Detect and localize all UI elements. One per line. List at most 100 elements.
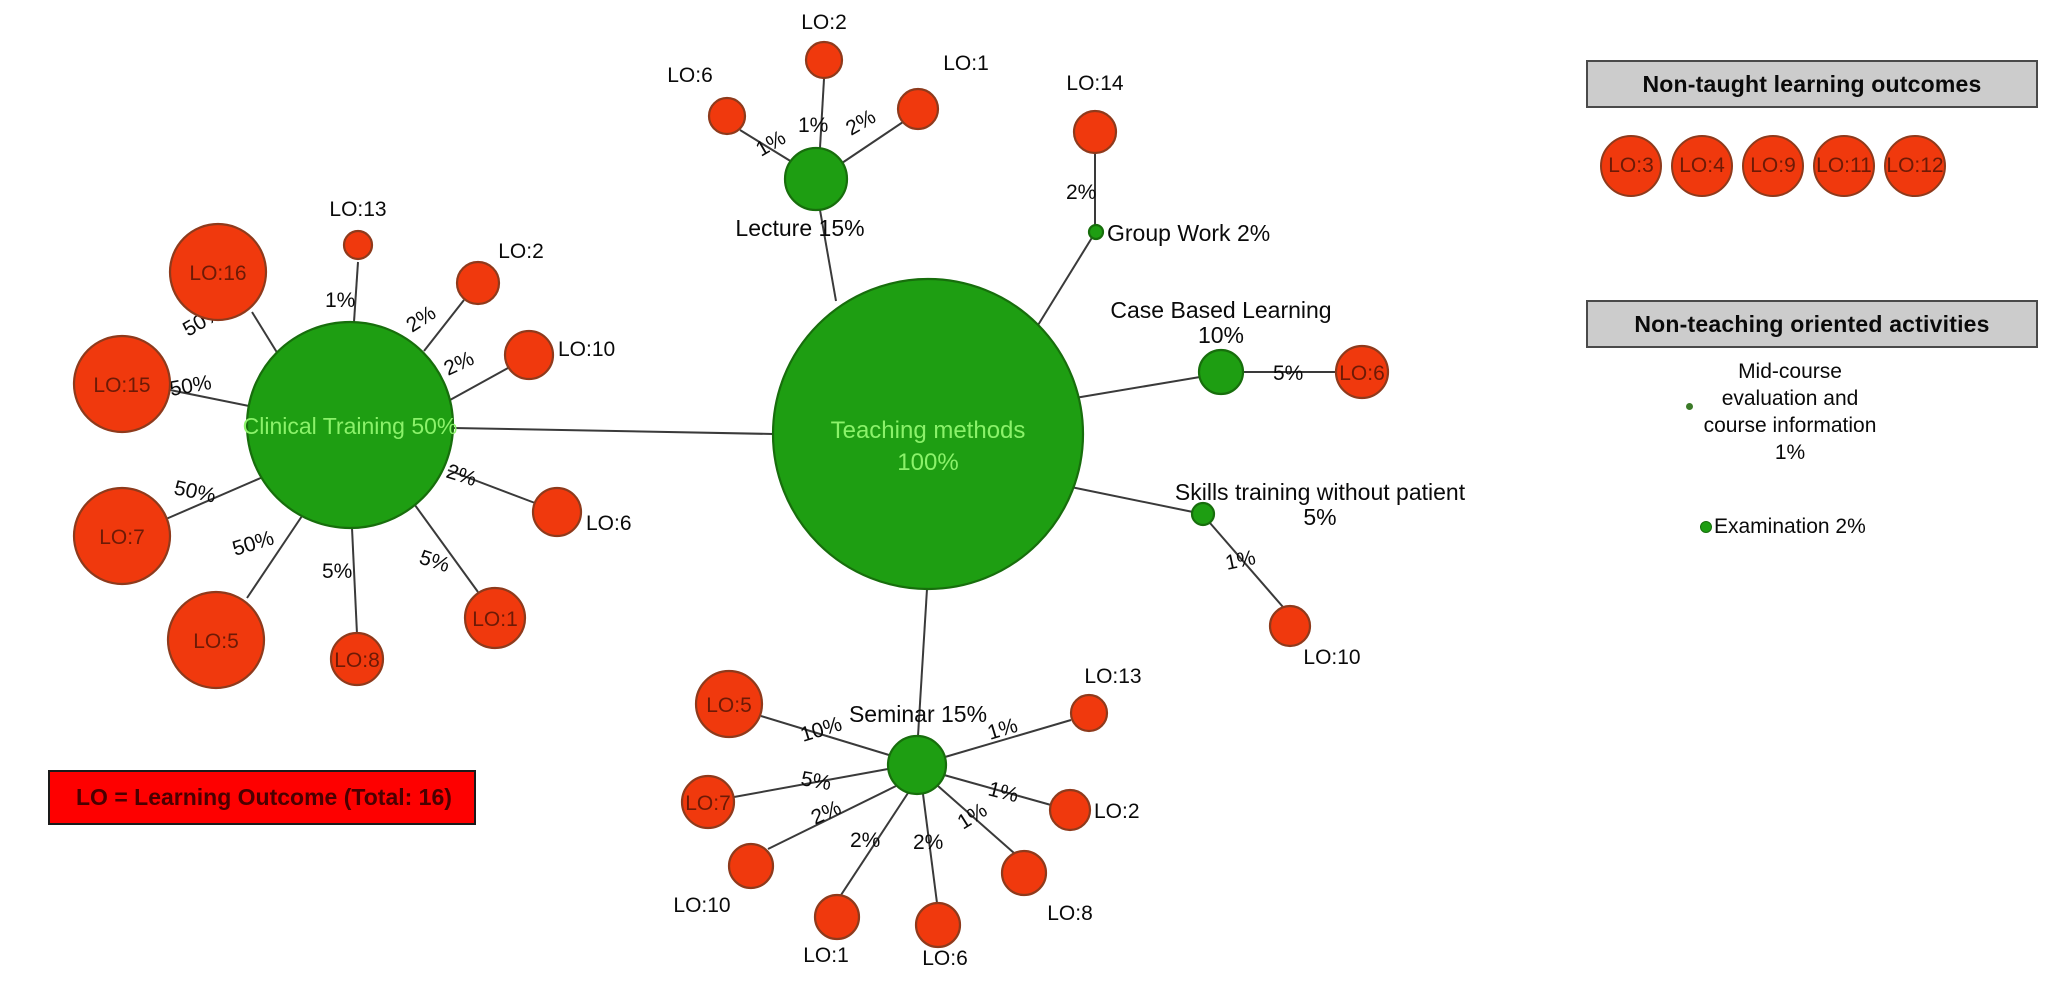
node-lo2-seminar[interactable]	[1048, 788, 1092, 832]
chip-lo11[interactable]: LO:11	[1813, 135, 1875, 197]
node-lo6-seminar[interactable]	[914, 901, 962, 949]
edge-label-seminar-lo5: 10%	[798, 712, 845, 746]
node-label-skills-training-percent: 5%	[1303, 504, 1336, 530]
tiny-green-dot-icon	[1686, 403, 1693, 410]
edge-label-lecture-lo1: 2%	[842, 105, 880, 140]
node-lo6-clinical[interactable]	[531, 486, 583, 538]
node-lo2-clinical[interactable]	[455, 260, 501, 306]
node-label-lo1-lecture: LO:1	[943, 52, 989, 75]
node-lo6-cbl[interactable]	[1334, 344, 1390, 400]
node-label-lo6-lecture: LO:6	[667, 64, 713, 87]
node-label-lo10-skills: LO:10	[1303, 646, 1360, 669]
node-label-lo2-seminar: LO:2	[1094, 800, 1140, 823]
node-lo5-clinical[interactable]	[166, 590, 266, 690]
node-label-skills-training-line1: Skills training without patient	[1175, 479, 1466, 505]
edge-label-clinical-lo7: 50%	[172, 476, 218, 507]
edge-root-skills-training	[1065, 485, 1194, 513]
node-label-lo10-clinical: LO:10	[558, 338, 615, 361]
edge-root-group-work	[1034, 235, 1094, 331]
edge-lecture-lo6	[739, 129, 793, 163]
activity-line-1: Mid-course	[1738, 360, 1842, 383]
node-label-lo5-seminar: LO:5	[706, 694, 752, 717]
node-lo1-clinical[interactable]	[463, 586, 527, 650]
node-label-lo7-clinical: LO:7	[99, 526, 145, 549]
node-clinical-training[interactable]	[245, 320, 455, 530]
node-lo10-clinical[interactable]	[503, 329, 555, 381]
node-label-lo13-clinical: LO:13	[329, 198, 386, 221]
edge-label-lecture-lo2: 1%	[798, 114, 828, 137]
node-lo1-lecture[interactable]	[896, 87, 940, 131]
node-lo2-lecture[interactable]	[804, 40, 844, 80]
edge-seminar-lo1	[840, 792, 909, 896]
edge-clinical-lo10	[449, 367, 509, 401]
panel-non-taught-learning-outcomes-title: Non-taught learning outcomes	[1586, 60, 2038, 108]
hub-node-layer: Teaching methods 100% Clinical Training …	[243, 146, 1466, 796]
node-lo1-seminar[interactable]	[813, 893, 861, 941]
node-case-based-learning[interactable]	[1197, 348, 1245, 396]
node-label-case-based-learning-percent: 10%	[1198, 322, 1244, 348]
green-dot-icon	[1700, 521, 1712, 533]
edge-label-seminar-lo13: 1%	[985, 714, 1021, 745]
node-group-work[interactable]	[1087, 223, 1105, 241]
edge-lecture-lo1	[841, 121, 904, 164]
edge-clinical-lo15	[169, 389, 250, 407]
node-lo14-groupwork[interactable]	[1072, 109, 1118, 155]
chip-lo3[interactable]: LO:3	[1600, 135, 1662, 197]
node-label-lo14-groupwork: LO:14	[1066, 72, 1124, 95]
node-label-lo6-cbl: LO:6	[1339, 362, 1385, 385]
node-seminar[interactable]	[886, 734, 948, 796]
node-lo10-skills[interactable]	[1268, 604, 1312, 648]
edge-label-clinical-lo2: 2%	[402, 301, 440, 337]
leaf-node-layer: LO:16 LO:13 LO:2 LO:15 LO:10 LO:7 LO:6 L…	[72, 11, 1390, 970]
node-lo7-clinical[interactable]	[72, 486, 172, 586]
node-label-lo13-seminar: LO:13	[1084, 665, 1141, 688]
node-lo10-seminar[interactable]	[727, 842, 775, 890]
node-lo13-clinical[interactable]	[342, 229, 374, 261]
node-label-teaching-methods-line1: Teaching methods	[831, 417, 1026, 444]
node-skills-training[interactable]	[1190, 501, 1216, 527]
node-label-clinical-training: Clinical Training 50%	[243, 413, 458, 439]
node-label-teaching-methods-line2: 100%	[897, 449, 958, 476]
edge-label-seminar-lo2: 1%	[986, 778, 1021, 808]
edge-seminar-lo2	[943, 774, 1052, 806]
node-label-lo5-clinical: LO:5	[193, 630, 239, 653]
node-label-lo16-clinical: LO:16	[189, 262, 246, 285]
node-label-seminar: Seminar 15%	[849, 701, 987, 727]
node-lo8-seminar[interactable]	[1000, 849, 1048, 897]
node-lecture[interactable]	[783, 146, 849, 212]
edge-clinical-lo1	[411, 500, 479, 593]
edge-label-cbl-lo6: 5%	[1273, 362, 1303, 385]
node-lo15-clinical[interactable]	[72, 334, 172, 434]
chip-lo4[interactable]: LO:4	[1671, 135, 1733, 197]
node-label-lo8-clinical: LO:8	[334, 649, 380, 672]
edge-label-seminar-lo10: 2%	[808, 796, 845, 829]
node-lo7-seminar[interactable]	[680, 774, 736, 830]
edge-root-seminar	[917, 588, 928, 737]
panel-non-teaching-oriented-activities-title: Non-teaching oriented activities	[1586, 300, 2038, 348]
node-label-case-based-learning-name: Case Based Learning	[1110, 297, 1331, 323]
node-label-lo6-seminar: LO:6	[922, 947, 968, 970]
node-lo8-clinical[interactable]	[329, 631, 385, 687]
node-label-lo1-clinical: LO:1	[472, 608, 518, 631]
chip-lo12[interactable]: LO:12	[1884, 135, 1946, 197]
edge-clinical-lo13	[353, 261, 359, 323]
node-label-lo7-seminar: LO:7	[685, 792, 731, 815]
edge-root-clinical-training	[452, 427, 774, 435]
edge-label-seminar-lo6: 2%	[913, 831, 943, 854]
edge-clinical-lo6	[447, 469, 536, 504]
chip-lo9[interactable]: LO:9	[1742, 135, 1804, 197]
node-lo16-clinical[interactable]	[168, 222, 268, 322]
node-teaching-methods-root[interactable]	[771, 277, 1085, 591]
node-label-lo2-clinical: LO:2	[498, 240, 544, 263]
node-label-lo6-clinical: LO:6	[586, 512, 632, 535]
edge-clinical-lo7	[165, 476, 264, 520]
node-lo5-seminar[interactable]	[694, 669, 764, 739]
activity-examination-label: Examination 2%	[1714, 515, 1866, 538]
edge-lecture-lo2	[819, 78, 825, 149]
edge-root-lecture	[819, 209, 837, 302]
node-lo6-lecture[interactable]	[707, 96, 747, 136]
edge-seminar-lo10	[767, 785, 897, 850]
node-lo13-seminar[interactable]	[1069, 693, 1109, 733]
